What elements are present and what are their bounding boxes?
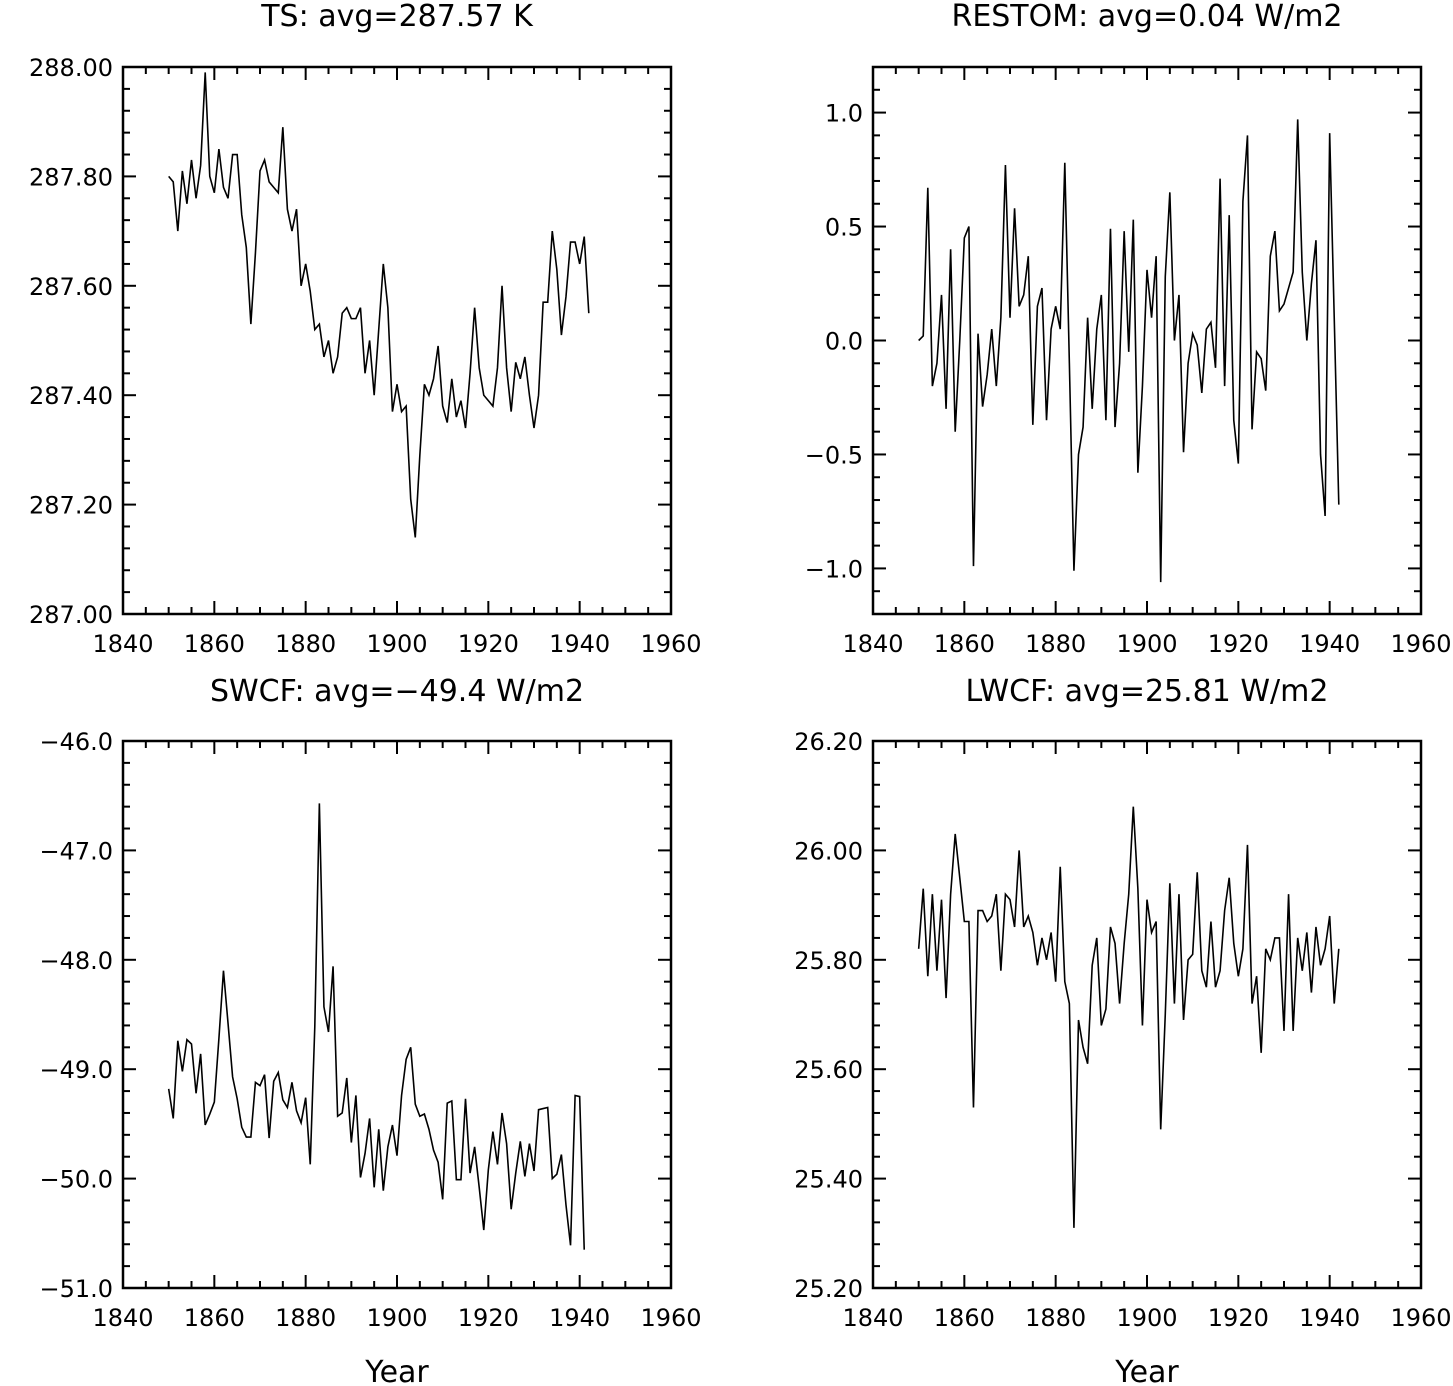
- swcf-x-tick-label: 1880: [275, 1304, 336, 1332]
- lwcf-x-tick-label: 1840: [842, 1304, 903, 1332]
- swcf-x-tick-label: 1900: [366, 1304, 427, 1332]
- swcf-x-tick-label: 1960: [640, 1304, 701, 1332]
- lwcf-y-tick-label: 25.40: [794, 1166, 863, 1194]
- ts-y-tick-label: 287.40: [29, 382, 113, 410]
- swcf-y-tick-label: −46.0: [39, 728, 113, 756]
- ts-series-line: [168, 72, 590, 538]
- lwcf-title: LWCF: avg=25.81 W/m2: [966, 674, 1329, 709]
- ts-title: TS: avg=287.57 K: [260, 0, 534, 34]
- ts-x-tick-label: 1840: [92, 630, 153, 658]
- restom-x-tick-label: 1860: [934, 630, 995, 658]
- swcf-title: SWCF: avg=−49.4 W/m2: [210, 674, 584, 709]
- restom-series-line: [918, 119, 1340, 583]
- swcf-x-tick-label: 1860: [184, 1304, 245, 1332]
- ts-x-tick-label: 1920: [458, 630, 519, 658]
- swcf-y-tick-label: −47.0: [39, 837, 113, 865]
- swcf-x-tick-label: 1840: [92, 1304, 153, 1332]
- ts-x-tick-label: 1860: [184, 630, 245, 658]
- restom-x-tick-label: 1940: [1299, 630, 1360, 658]
- ts-y-tick-label: 287.60: [29, 273, 113, 301]
- restom-y-tick-label: 0.5: [825, 214, 863, 242]
- lwcf-series-line: [917, 806, 1340, 1228]
- swcf-x-tick-label: 1940: [549, 1304, 610, 1332]
- restom-x-tick-label: 1960: [1390, 630, 1451, 658]
- ts-plot-frame: [121, 65, 673, 616]
- lwcf-x-axis-label: Year: [1114, 1355, 1179, 1386]
- ts-y-tick-label: 287.20: [29, 492, 113, 520]
- restom-x-tick-label: 1880: [1025, 630, 1086, 658]
- ts-x-tick-label: 1880: [275, 630, 336, 658]
- lwcf-x-tick-label: 1880: [1025, 1304, 1086, 1332]
- swcf-y-tick-label: −51.0: [39, 1275, 113, 1303]
- lwcf-plot-frame: [871, 739, 1423, 1290]
- ts-y-tick-label: 287.00: [29, 601, 113, 629]
- ts-x-tick-label: 1900: [366, 630, 427, 658]
- swcf-x-axis-label: Year: [364, 1355, 429, 1386]
- lwcf-y-tick-label: 25.60: [794, 1056, 863, 1084]
- lwcf-x-tick-label: 1960: [1390, 1304, 1451, 1332]
- swcf-plot-frame: [121, 739, 673, 1290]
- lwcf-x-tick-label: 1920: [1208, 1304, 1269, 1332]
- restom-panel: RESTOM: avg=0.04 W/m2 −1.0−0.50.00.51.0 …: [805, 0, 1452, 658]
- swcf-panel: SWCF: avg=−49.4 W/m2 −51.0 −50.0 −49.0 −48.…: [39, 674, 701, 1386]
- restom-x-tick-label: 1920: [1208, 630, 1269, 658]
- ts-y-tick-label: 288.00: [29, 54, 113, 82]
- ts-y-tick-label: 287.80: [29, 163, 113, 191]
- restom-y-tick-label: 0.0: [825, 328, 863, 356]
- lwcf-y-tick-label: 26.20: [794, 728, 863, 756]
- restom-y-tick-label: 1.0: [825, 100, 863, 128]
- ts-x-tick-label: 1960: [640, 630, 701, 658]
- lwcf-x-tick-label: 1900: [1116, 1304, 1177, 1332]
- lwcf-y-tick-label: 25.80: [794, 947, 863, 975]
- swcf-y-tick-label: −48.0: [39, 947, 113, 975]
- restom-x-tick-label: 1900: [1116, 630, 1177, 658]
- swcf-series-line: [167, 803, 586, 1250]
- lwcf-y-tick-label: 25.20: [794, 1275, 863, 1303]
- restom-y-tick-label: −1.0: [805, 555, 863, 583]
- restom-plot-frame: [871, 65, 1423, 616]
- restom-x-tick-label: 1840: [842, 630, 903, 658]
- lwcf-y-tick-label: 26.00: [794, 837, 863, 865]
- lwcf-x-tick-label: 1860: [934, 1304, 995, 1332]
- restom-y-tick-label: −0.5: [805, 441, 863, 469]
- ts-x-tick-label: 1940: [549, 630, 610, 658]
- swcf-y-tick-label: −50.0: [39, 1166, 113, 1194]
- lwcf-panel: LWCF: avg=25.81 W/m2 25.20 25.40 25.60 25.8…: [794, 674, 1451, 1386]
- restom-title: RESTOM: avg=0.04 W/m2: [951, 0, 1342, 34]
- swcf-x-tick-label: 1920: [458, 1304, 519, 1332]
- ts-panel: TS: avg=287.57 K 287.00 287.20 287.40 287.6…: [29, 0, 702, 658]
- lwcf-x-tick-label: 1940: [1299, 1304, 1360, 1332]
- swcf-y-tick-label: −49.0: [39, 1056, 113, 1084]
